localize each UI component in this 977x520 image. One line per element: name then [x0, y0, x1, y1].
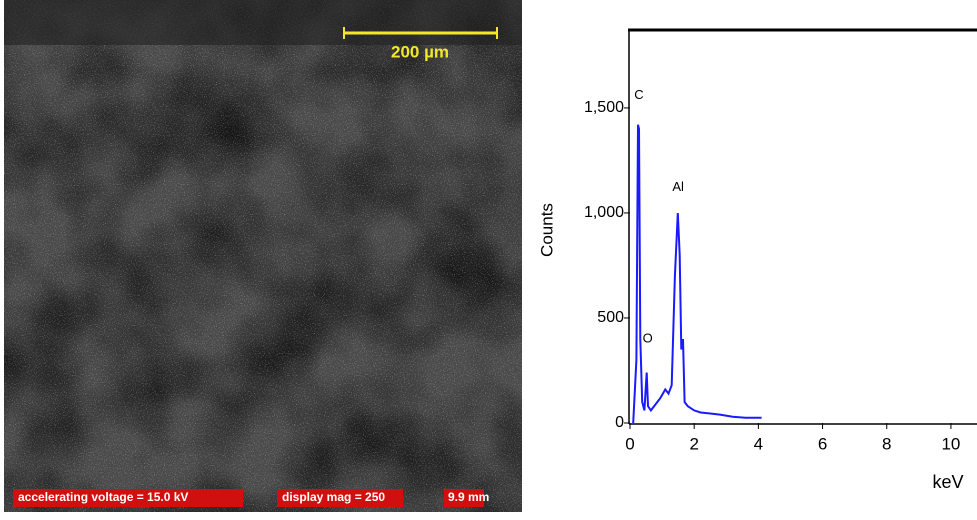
- image-label: display mag = 250: [282, 490, 385, 504]
- eds-chart: Counts keV 0 500 1,000 1,500 0 2 4 6 8 10 C O Al: [537, 28, 977, 492]
- sem-image: 200 µm accelerating voltage = 15.0 kV di…: [4, 0, 522, 512]
- spectrum-line: [632, 124, 762, 424]
- y-tick-label: 0: [615, 414, 624, 431]
- x-axis-label: keV: [932, 472, 963, 492]
- y-tick-label: 1,500: [584, 99, 624, 116]
- scale-label: 200 µm: [391, 42, 449, 61]
- x-tick-label: 6: [818, 434, 827, 453]
- y-tick-label: 1,000: [584, 204, 624, 221]
- image-label: accelerating voltage = 15.0 kV: [18, 490, 188, 504]
- y-tick-label: 500: [597, 309, 624, 326]
- peak-label: Al: [672, 179, 684, 194]
- y-axis-label: Counts: [537, 203, 556, 257]
- x-tick-label: 2: [689, 434, 698, 453]
- x-tick-label: 4: [754, 434, 763, 453]
- peak-label: O: [643, 330, 653, 345]
- x-tick-label: 10: [941, 434, 960, 453]
- x-tick-label: 8: [882, 434, 891, 453]
- image-label: 9.9 mm: [448, 490, 489, 504]
- x-tick-label: 0: [625, 434, 634, 453]
- peak-label: C: [634, 87, 643, 102]
